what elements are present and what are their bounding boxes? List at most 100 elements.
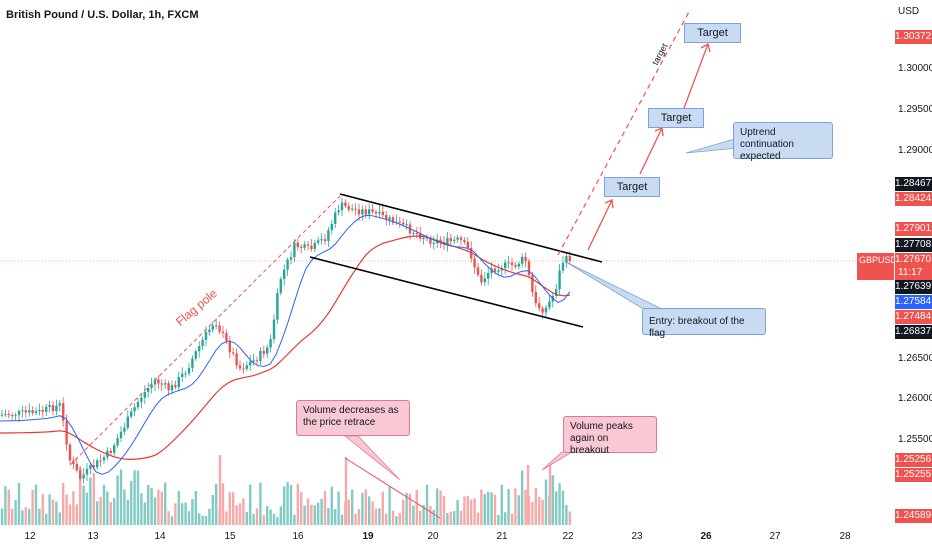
target-box-3[interactable]: Target bbox=[684, 23, 741, 43]
candle-body bbox=[364, 209, 367, 215]
volume-bar bbox=[160, 491, 163, 525]
uptrend-note[interactable]: Uptrend continuation expected bbox=[733, 122, 833, 162]
candle-body bbox=[381, 211, 384, 216]
volume-bar bbox=[198, 513, 201, 525]
volume-bar bbox=[92, 472, 95, 525]
volume-bar bbox=[548, 463, 552, 525]
volume-bar bbox=[266, 506, 269, 525]
candle-body bbox=[218, 325, 221, 332]
candle-body bbox=[327, 230, 330, 242]
candle-body bbox=[232, 352, 235, 354]
volume-bar bbox=[255, 508, 259, 525]
candle-body bbox=[119, 431, 123, 439]
candle-body bbox=[388, 217, 391, 220]
candle-body bbox=[283, 269, 286, 280]
candle-body bbox=[136, 401, 140, 408]
candle-body bbox=[133, 407, 136, 412]
candle-body bbox=[361, 209, 364, 215]
candle-body bbox=[170, 385, 174, 391]
volume-bar bbox=[89, 477, 92, 525]
volume-bar bbox=[140, 493, 143, 525]
candle-body bbox=[521, 256, 524, 264]
volume-bar bbox=[395, 516, 398, 525]
candle-body bbox=[4, 414, 7, 416]
volume-bar bbox=[194, 491, 197, 525]
volume-bar bbox=[28, 508, 31, 525]
volume-bar bbox=[351, 489, 354, 525]
candle-body bbox=[28, 410, 31, 413]
volume-bar bbox=[177, 491, 180, 525]
candle-body bbox=[194, 351, 197, 359]
candle-body bbox=[289, 257, 293, 260]
volume-bar bbox=[354, 514, 357, 525]
flag-pole-line bbox=[69, 195, 341, 466]
volume-bar bbox=[425, 484, 429, 525]
candle-body bbox=[313, 242, 316, 250]
volume-bar bbox=[51, 499, 55, 525]
candle-body bbox=[208, 329, 211, 333]
candle-body bbox=[279, 279, 282, 293]
entry-note[interactable]: Entry: breakout of the flag bbox=[642, 308, 766, 339]
volume-bar bbox=[187, 511, 191, 525]
countdown-tag: 11:17 bbox=[895, 266, 932, 280]
volume-bar bbox=[555, 491, 558, 525]
candle-body bbox=[99, 460, 102, 462]
target-box-2[interactable]: Target bbox=[648, 108, 704, 128]
volume-bar bbox=[510, 513, 514, 525]
candle-body bbox=[402, 222, 405, 225]
volume-bar bbox=[541, 499, 544, 525]
candle-body bbox=[272, 319, 276, 340]
candle-body bbox=[85, 468, 89, 475]
volume-bar bbox=[293, 514, 296, 525]
volume-bar bbox=[99, 496, 102, 525]
volume-bar bbox=[296, 483, 299, 525]
candle-body bbox=[266, 347, 269, 354]
candle-body bbox=[317, 240, 320, 243]
candle-body bbox=[276, 292, 279, 320]
volume-peak-note[interactable]: Volume peaks again on breakout bbox=[563, 416, 657, 456]
volume-bar bbox=[514, 488, 517, 525]
candle-body bbox=[269, 339, 272, 348]
candle-body bbox=[405, 224, 408, 226]
volume-bar bbox=[21, 510, 24, 525]
volume-bar bbox=[429, 505, 432, 525]
volume-bar bbox=[327, 508, 330, 525]
uptrend-callout-pointer bbox=[685, 137, 739, 154]
volume-bar bbox=[7, 489, 10, 525]
date-tick: 21 bbox=[496, 531, 508, 542]
candle-body bbox=[480, 274, 483, 283]
candle-body bbox=[286, 259, 289, 270]
volume-bar bbox=[79, 467, 82, 525]
volume-bar bbox=[170, 516, 174, 525]
target-projection-line bbox=[557, 9, 691, 256]
candle-body bbox=[34, 411, 38, 413]
target-box-1[interactable]: Target bbox=[604, 177, 660, 197]
candle-body bbox=[337, 210, 340, 213]
volume-bar bbox=[565, 505, 568, 525]
candle-body bbox=[126, 416, 129, 428]
volume-bar bbox=[521, 470, 524, 525]
symbol-name: GBPUSD bbox=[859, 255, 898, 265]
candle-body bbox=[130, 411, 133, 417]
candle-body bbox=[24, 410, 27, 413]
candle-body bbox=[354, 208, 357, 210]
volume-decrease-note[interactable]: Volume decreases as the price retrace bbox=[296, 400, 410, 436]
price-tag: 1.30372 bbox=[895, 30, 932, 44]
candle-body bbox=[368, 209, 371, 215]
volume-bar bbox=[245, 512, 248, 525]
volume-bar bbox=[181, 503, 184, 525]
candle-body bbox=[58, 403, 61, 406]
candle-body bbox=[378, 211, 381, 214]
volume-bar bbox=[201, 515, 204, 525]
volume-bar bbox=[347, 499, 350, 525]
volume-bar bbox=[150, 487, 153, 525]
candle-body bbox=[391, 217, 395, 223]
candle-body bbox=[374, 211, 378, 214]
candle-body bbox=[524, 256, 527, 262]
volume-bar bbox=[310, 504, 313, 525]
volume-bar bbox=[184, 502, 187, 525]
volume-bar bbox=[4, 486, 7, 525]
candle-body bbox=[228, 340, 231, 353]
volume-decrease-line bbox=[344, 457, 441, 519]
